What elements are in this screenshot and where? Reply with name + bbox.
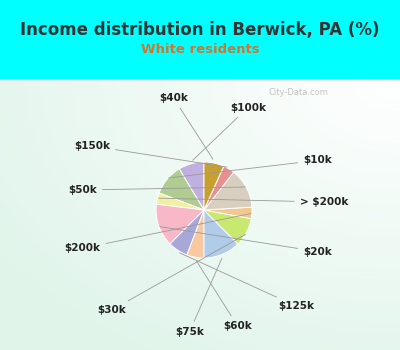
- Text: $60k: $60k: [196, 261, 252, 331]
- Text: White residents: White residents: [141, 43, 259, 56]
- Text: $200k: $200k: [64, 214, 251, 253]
- Wedge shape: [187, 210, 204, 258]
- Text: $75k: $75k: [175, 258, 222, 337]
- Wedge shape: [204, 172, 252, 210]
- Text: City-Data.com: City-Data.com: [269, 88, 329, 97]
- Wedge shape: [204, 162, 224, 210]
- Text: $125k: $125k: [180, 253, 314, 311]
- Text: > $200k: > $200k: [159, 197, 348, 207]
- Wedge shape: [204, 166, 234, 210]
- Wedge shape: [204, 207, 252, 219]
- Wedge shape: [156, 204, 204, 244]
- Text: $30k: $30k: [98, 234, 246, 315]
- Wedge shape: [156, 193, 204, 210]
- Wedge shape: [159, 169, 204, 210]
- Text: $150k: $150k: [74, 141, 227, 167]
- Text: $20k: $20k: [160, 226, 332, 257]
- Wedge shape: [179, 162, 204, 210]
- Text: Income distribution in Berwick, PA (%): Income distribution in Berwick, PA (%): [20, 21, 380, 39]
- Text: $100k: $100k: [193, 103, 266, 160]
- Wedge shape: [204, 210, 238, 258]
- Wedge shape: [204, 210, 251, 244]
- Text: $40k: $40k: [159, 93, 213, 159]
- Text: $50k: $50k: [68, 185, 245, 195]
- Wedge shape: [170, 210, 204, 255]
- Text: $10k: $10k: [169, 155, 332, 178]
